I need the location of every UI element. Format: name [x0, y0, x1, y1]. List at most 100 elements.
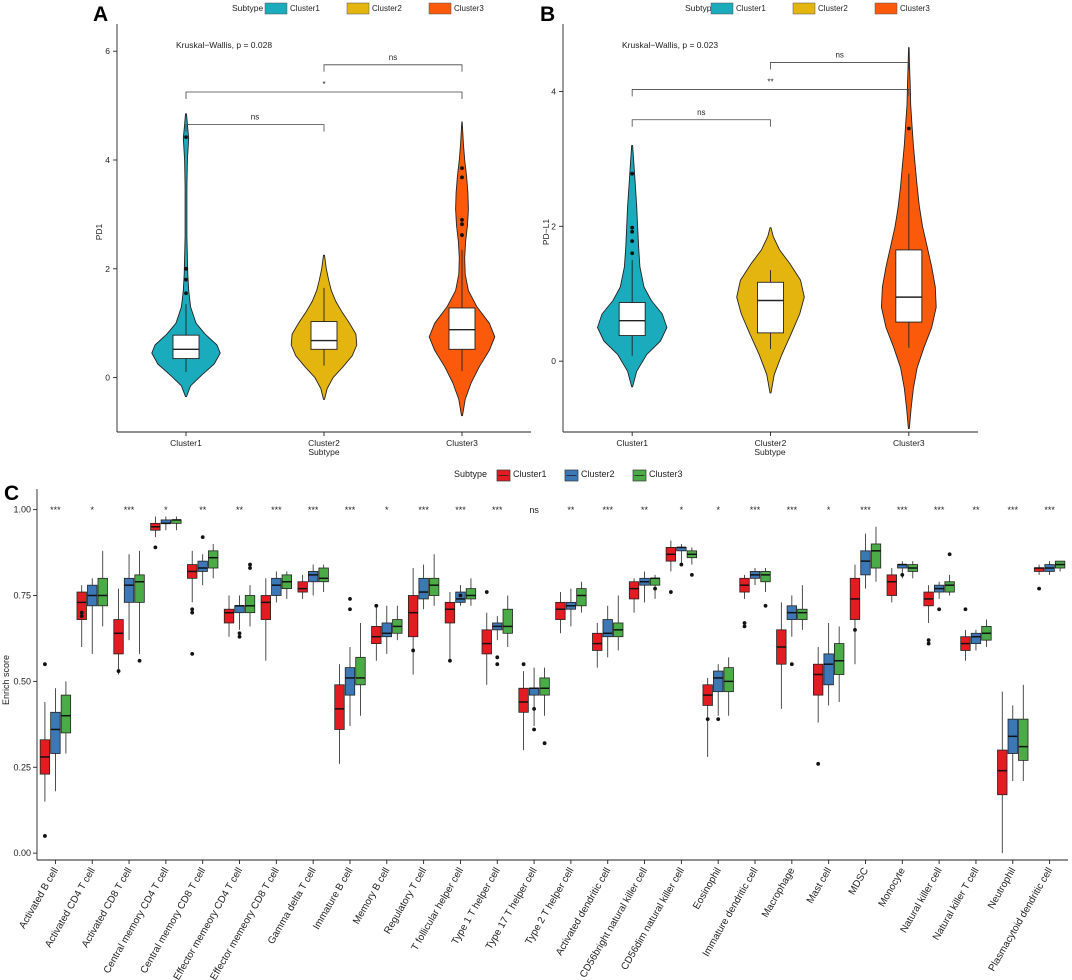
outlier-point [153, 545, 158, 550]
outlier-point [237, 631, 242, 636]
panel-a-test-label: Kruskal−Wallis, p = 0.028 [176, 40, 272, 50]
box-cluster3 [944, 581, 955, 593]
outlier-point [448, 658, 452, 663]
outlier-point [348, 597, 352, 601]
box-cluster2 [970, 632, 982, 644]
x-tick-label: Immature B cell [311, 866, 355, 932]
box-cluster3 [895, 249, 923, 323]
box-cluster1 [997, 749, 1008, 796]
box-cluster1 [113, 619, 124, 655]
box-cluster1 [407, 595, 419, 638]
panel-b-legend: Subtype Cluster1 Cluster2 Cluster3 [685, 2, 930, 15]
box-cluster1 [172, 334, 200, 360]
outlier-point [906, 126, 911, 131]
outlier-point [190, 610, 195, 615]
x-tick-label: Eosinophil [691, 866, 724, 911]
box-cluster2 [602, 619, 613, 638]
outlier-point [542, 741, 547, 746]
y-tick-label: 0.25 [13, 762, 31, 772]
box-cluster3 [539, 677, 550, 696]
box-cluster3 [448, 307, 476, 350]
x-tick-label: Cluster3 [446, 438, 478, 448]
box-cluster3 [797, 608, 808, 620]
legend-label-cluster3: Cluster3 [454, 4, 484, 13]
box-cluster3 [834, 643, 845, 675]
x-tick-label: Cluster1 [170, 438, 202, 448]
x-tick-label: Cluster1 [616, 438, 648, 448]
outlier-point [190, 607, 195, 612]
box-cluster2 [418, 577, 429, 600]
box-cluster1 [592, 632, 603, 651]
panel-b-letter: B [540, 3, 555, 26]
legend-key-cluster2 [792, 2, 816, 15]
significance-label: *** [750, 505, 761, 515]
significance-label: *** [308, 505, 319, 515]
panel-b-y-axis-title: PD−L1 [541, 219, 551, 245]
panel-a-letter: A [93, 3, 108, 26]
box-cluster1 [371, 626, 382, 644]
y-tick-label: 0 [551, 356, 556, 366]
x-tick-label: Effector memeory CD4 T cell [172, 866, 245, 980]
box-cluster2 [713, 670, 724, 693]
significance-label: *** [934, 505, 945, 515]
panel-b-x-axis-title: Subtype [754, 447, 785, 457]
x-tick-label: Plasmacytoid dendritic cell [987, 866, 1055, 974]
box-cluster3 [208, 550, 219, 569]
x-tick-label: Memory B cell [351, 866, 392, 926]
outlier-point [43, 834, 47, 838]
box-cluster3 [1018, 718, 1029, 761]
outlier-point [937, 607, 942, 612]
legend-key-cluster3 [874, 2, 898, 15]
y-tick-label: 0.00 [13, 848, 31, 858]
box-cluster3 [355, 656, 366, 686]
outlier-point [495, 655, 500, 660]
outlier-point [630, 229, 635, 234]
y-tick-label: 1.00 [13, 505, 31, 515]
significance-label: ** [641, 505, 649, 515]
y-tick-label: 0 [105, 373, 110, 383]
outlier-point [705, 717, 710, 722]
outlier-point [200, 535, 205, 539]
significance-label: ns [529, 505, 539, 515]
outlier-point [237, 634, 242, 639]
y-tick-label: 0.50 [13, 676, 31, 686]
y-tick-label: 4 [551, 86, 556, 96]
outlier-point [653, 586, 657, 591]
outlier-point [1037, 586, 1041, 591]
box-cluster2 [197, 560, 208, 572]
legend-label-cluster3: Cluster3 [649, 469, 683, 479]
significance-label: ** [236, 505, 244, 515]
outlier-point [926, 638, 931, 643]
y-tick-label: 0.75 [13, 590, 31, 600]
outlier-point [630, 251, 635, 256]
outlier-point [900, 572, 905, 577]
significance-label: *** [124, 505, 135, 515]
comparison-label: ns [389, 53, 397, 62]
significance-label: *** [602, 505, 613, 515]
outlier-point [184, 135, 188, 140]
comparison-bracket [323, 64, 463, 72]
outlier-point [630, 225, 635, 230]
x-tick-label: Macrophage [760, 866, 798, 920]
outlier-point [947, 552, 952, 557]
legend-key-cluster1 [264, 2, 288, 15]
x-tick-label: MDSC [847, 866, 871, 897]
panel-a-legend: Subtype Cluster1 Cluster2 Cluster3 [232, 2, 484, 15]
significance-label: ** [199, 505, 207, 515]
outlier-point [248, 566, 252, 570]
outlier-point [79, 614, 84, 619]
box-cluster2 [528, 687, 540, 696]
outlier-point [460, 175, 464, 180]
outlier-point [668, 590, 673, 594]
panel-c-legend: Subtype Cluster1 Cluster2 Cluster3 [454, 469, 683, 482]
comparison-label: ns [835, 50, 843, 59]
box-cluster2 [757, 281, 784, 334]
box-cluster3 [97, 577, 108, 607]
significance-label: *** [345, 505, 356, 515]
x-tick-label: Neutrophil [986, 866, 1018, 911]
significance-label: * [716, 505, 720, 515]
outlier-point [460, 166, 464, 171]
outlier-point [532, 727, 536, 732]
box-cluster2 [50, 711, 61, 754]
